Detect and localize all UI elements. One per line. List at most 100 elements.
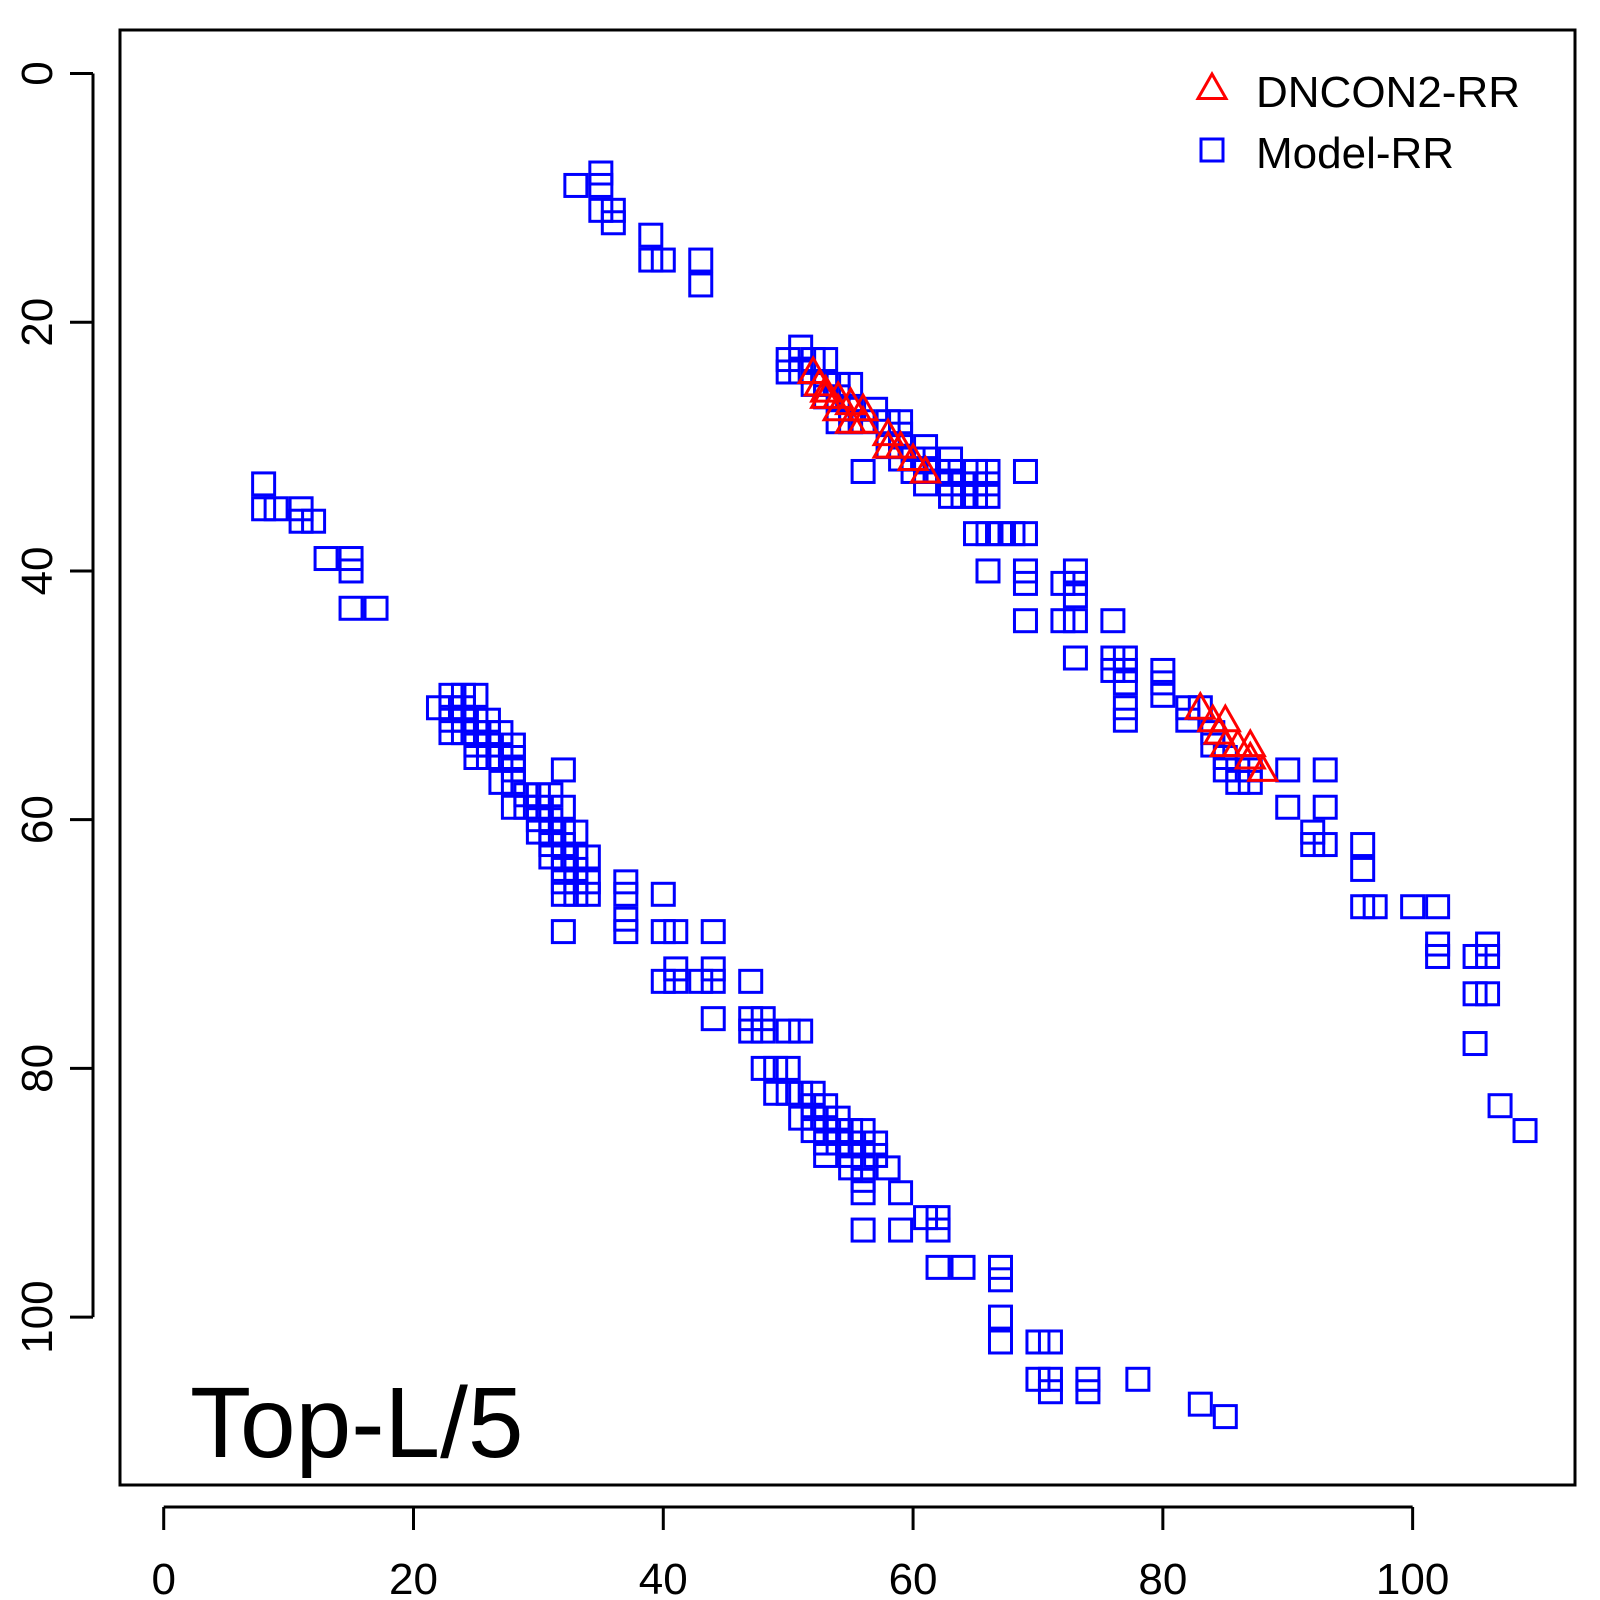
model-rr-point: [251, 471, 277, 497]
model-rr-point: [1462, 1031, 1488, 1057]
model-rr-point: [463, 682, 489, 708]
y-tick-label: 60: [13, 795, 62, 844]
model-rr-point: [1112, 707, 1138, 733]
model-rr-point: [1062, 583, 1088, 609]
model-rr-point: [888, 1217, 914, 1243]
model-rr-point: [550, 919, 576, 945]
model-rr-point: [338, 558, 364, 584]
model-rr-point: [663, 919, 689, 945]
model-rr-point: [1075, 1379, 1101, 1405]
model-rr-point: [1350, 856, 1376, 882]
x-tick-label: 20: [389, 1555, 438, 1600]
dncon2-rr-point: [1233, 740, 1267, 770]
legend-triangle-marker: [1195, 70, 1229, 100]
model-rr-point: [1362, 894, 1388, 920]
model-rr-point: [1275, 794, 1301, 820]
model-rr-point: [1125, 1366, 1151, 1392]
model-rr-point: [1112, 670, 1138, 696]
model-rr-point: [650, 968, 676, 994]
model-rr-point: [688, 247, 714, 273]
model-rr-point: [588, 172, 614, 198]
model-rr-point: [1012, 570, 1038, 596]
model-rr-point: [888, 1180, 914, 1206]
legend-label-model: Model-RR: [1256, 129, 1454, 178]
x-tick-label: 40: [639, 1555, 688, 1600]
dncon2-rr-point: [846, 404, 880, 434]
legend-square-marker: [1199, 137, 1225, 163]
model-rr-point: [850, 1217, 876, 1243]
x-tick-label: 0: [151, 1555, 175, 1600]
model-rr-point: [1312, 757, 1338, 783]
x-tick-label: 60: [889, 1555, 938, 1600]
model-rr-point: [563, 819, 589, 845]
model-rr-point: [1312, 832, 1338, 858]
y-axis: 0 20 40 60 80 100: [13, 61, 95, 1354]
model-rr-point: [575, 844, 601, 870]
model-rr-point: [1012, 521, 1038, 547]
model-rr-point: [1425, 894, 1451, 920]
panel-label: Top-L/5: [190, 1367, 524, 1479]
data-points: [251, 160, 1538, 1430]
model-rr-point: [1150, 682, 1176, 708]
model-rr-point: [1050, 608, 1076, 634]
model-rr-point: [700, 1006, 726, 1032]
model-rr-point: [1475, 943, 1501, 969]
dncon2-rr-point: [896, 442, 930, 472]
model-rr-point: [563, 172, 589, 198]
y-tick-label: 20: [13, 298, 62, 347]
model-rr-point: [925, 1217, 951, 1243]
x-tick-label: 80: [1138, 1555, 1187, 1600]
model-rr-point: [1062, 645, 1088, 671]
model-rr-point: [688, 272, 714, 298]
legend: DNCON2-RR Model-RR: [1195, 68, 1520, 178]
model-rr-point: [987, 1329, 1013, 1355]
dncon2-rr-point: [846, 392, 880, 422]
y-tick-label: 100: [13, 1280, 62, 1353]
model-rr-point: [1312, 794, 1338, 820]
model-rr-point: [1475, 981, 1501, 1007]
model-rr-point: [650, 881, 676, 907]
model-rr-point: [875, 1155, 901, 1181]
dncon2-rr-point: [821, 392, 855, 422]
model-rr-point: [850, 458, 876, 484]
dncon2-rr-point: [1246, 752, 1280, 782]
model-rr-point: [613, 881, 639, 907]
model-rr-point: [700, 968, 726, 994]
dncon2-rr-point: [871, 417, 905, 447]
model-rr-point: [1012, 608, 1038, 634]
model-rr-point: [850, 1180, 876, 1206]
model-rr-point: [1237, 769, 1263, 795]
model-rr-point: [338, 595, 364, 621]
model-rr-point: [975, 558, 1001, 584]
model-rr-point: [575, 881, 601, 907]
model-rr-point: [700, 919, 726, 945]
dncon2-rr-point: [809, 373, 843, 403]
model-rr-point: [987, 1267, 1013, 1293]
model-rr-point: [775, 1055, 801, 1081]
plot-frame: [118, 28, 1577, 1487]
model-rr-point: [1425, 943, 1451, 969]
model-rr-point: [550, 794, 576, 820]
model-rr-point: [950, 1254, 976, 1280]
model-rr-point: [1512, 1118, 1538, 1144]
model-rr-point: [813, 1142, 839, 1168]
model-rr-point: [738, 968, 764, 994]
model-rr-point: [363, 595, 389, 621]
model-rr-point: [550, 757, 576, 783]
y-tick-label: 80: [13, 1044, 62, 1093]
dncon2-rr-point: [883, 429, 918, 459]
model-rr-point: [1350, 832, 1376, 858]
model-rr-point: [1100, 608, 1126, 634]
model-rr-point: [750, 1018, 776, 1044]
model-rr-point: [600, 210, 626, 236]
model-rr-point: [1012, 458, 1038, 484]
y-tick-label: 40: [13, 546, 62, 595]
model-rr-point: [313, 546, 339, 572]
model-rr-point: [1187, 1391, 1213, 1417]
dncon2-rr-point: [908, 454, 943, 484]
model-rr-point: [613, 919, 639, 945]
model-rr-point: [638, 222, 664, 248]
model-rr-point: [1487, 1093, 1513, 1119]
y-tick-label: 0: [13, 61, 62, 85]
